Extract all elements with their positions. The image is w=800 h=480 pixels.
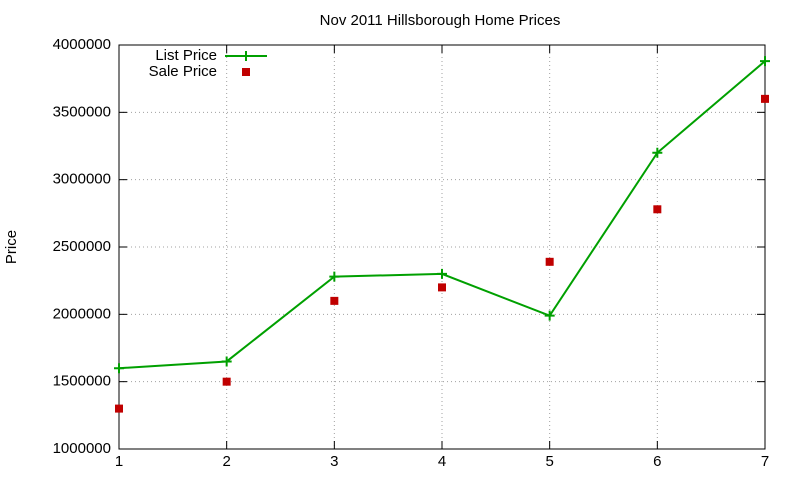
x-tick-label: 7 bbox=[761, 453, 769, 470]
point-marker bbox=[115, 404, 123, 413]
y-tick-label: 2500000 bbox=[53, 238, 111, 255]
x-tick-label: 4 bbox=[438, 453, 446, 470]
legend-label: Sale Price bbox=[149, 63, 217, 80]
legend-label: List Price bbox=[155, 47, 217, 64]
y-tick-label: 1500000 bbox=[53, 373, 111, 390]
point-marker bbox=[114, 363, 124, 374]
point-marker bbox=[330, 296, 339, 305]
point-marker bbox=[761, 94, 769, 103]
point-marker bbox=[222, 377, 231, 386]
y-tick-label: 3500000 bbox=[53, 103, 111, 120]
y-tick-label: 4000000 bbox=[53, 36, 111, 53]
point-marker bbox=[652, 147, 663, 158]
x-tick-label: 1 bbox=[115, 453, 123, 470]
chart-title: Nov 2011 Hillsborough Home Prices bbox=[320, 12, 561, 29]
y-axis-label: Price bbox=[3, 230, 20, 264]
legend-marker bbox=[241, 51, 251, 61]
series-line bbox=[118, 60, 766, 370]
point-marker bbox=[221, 356, 232, 367]
point-marker bbox=[653, 205, 662, 214]
point-marker bbox=[438, 283, 446, 292]
y-tick-label: 2000000 bbox=[53, 305, 111, 322]
x-tick-label: 2 bbox=[222, 453, 230, 470]
x-tick-label: 6 bbox=[653, 453, 661, 470]
point-marker bbox=[545, 257, 554, 266]
point-marker bbox=[437, 268, 447, 279]
legend-marker bbox=[242, 68, 250, 76]
y-tick-label: 1000000 bbox=[53, 440, 111, 457]
point-marker bbox=[329, 271, 340, 282]
plot-frame bbox=[118, 44, 766, 450]
y-tick-label: 3000000 bbox=[53, 171, 111, 188]
x-tick-label: 3 bbox=[330, 453, 338, 470]
x-tick-label: 5 bbox=[545, 453, 553, 470]
point-marker bbox=[760, 56, 770, 67]
point-marker bbox=[544, 310, 555, 321]
